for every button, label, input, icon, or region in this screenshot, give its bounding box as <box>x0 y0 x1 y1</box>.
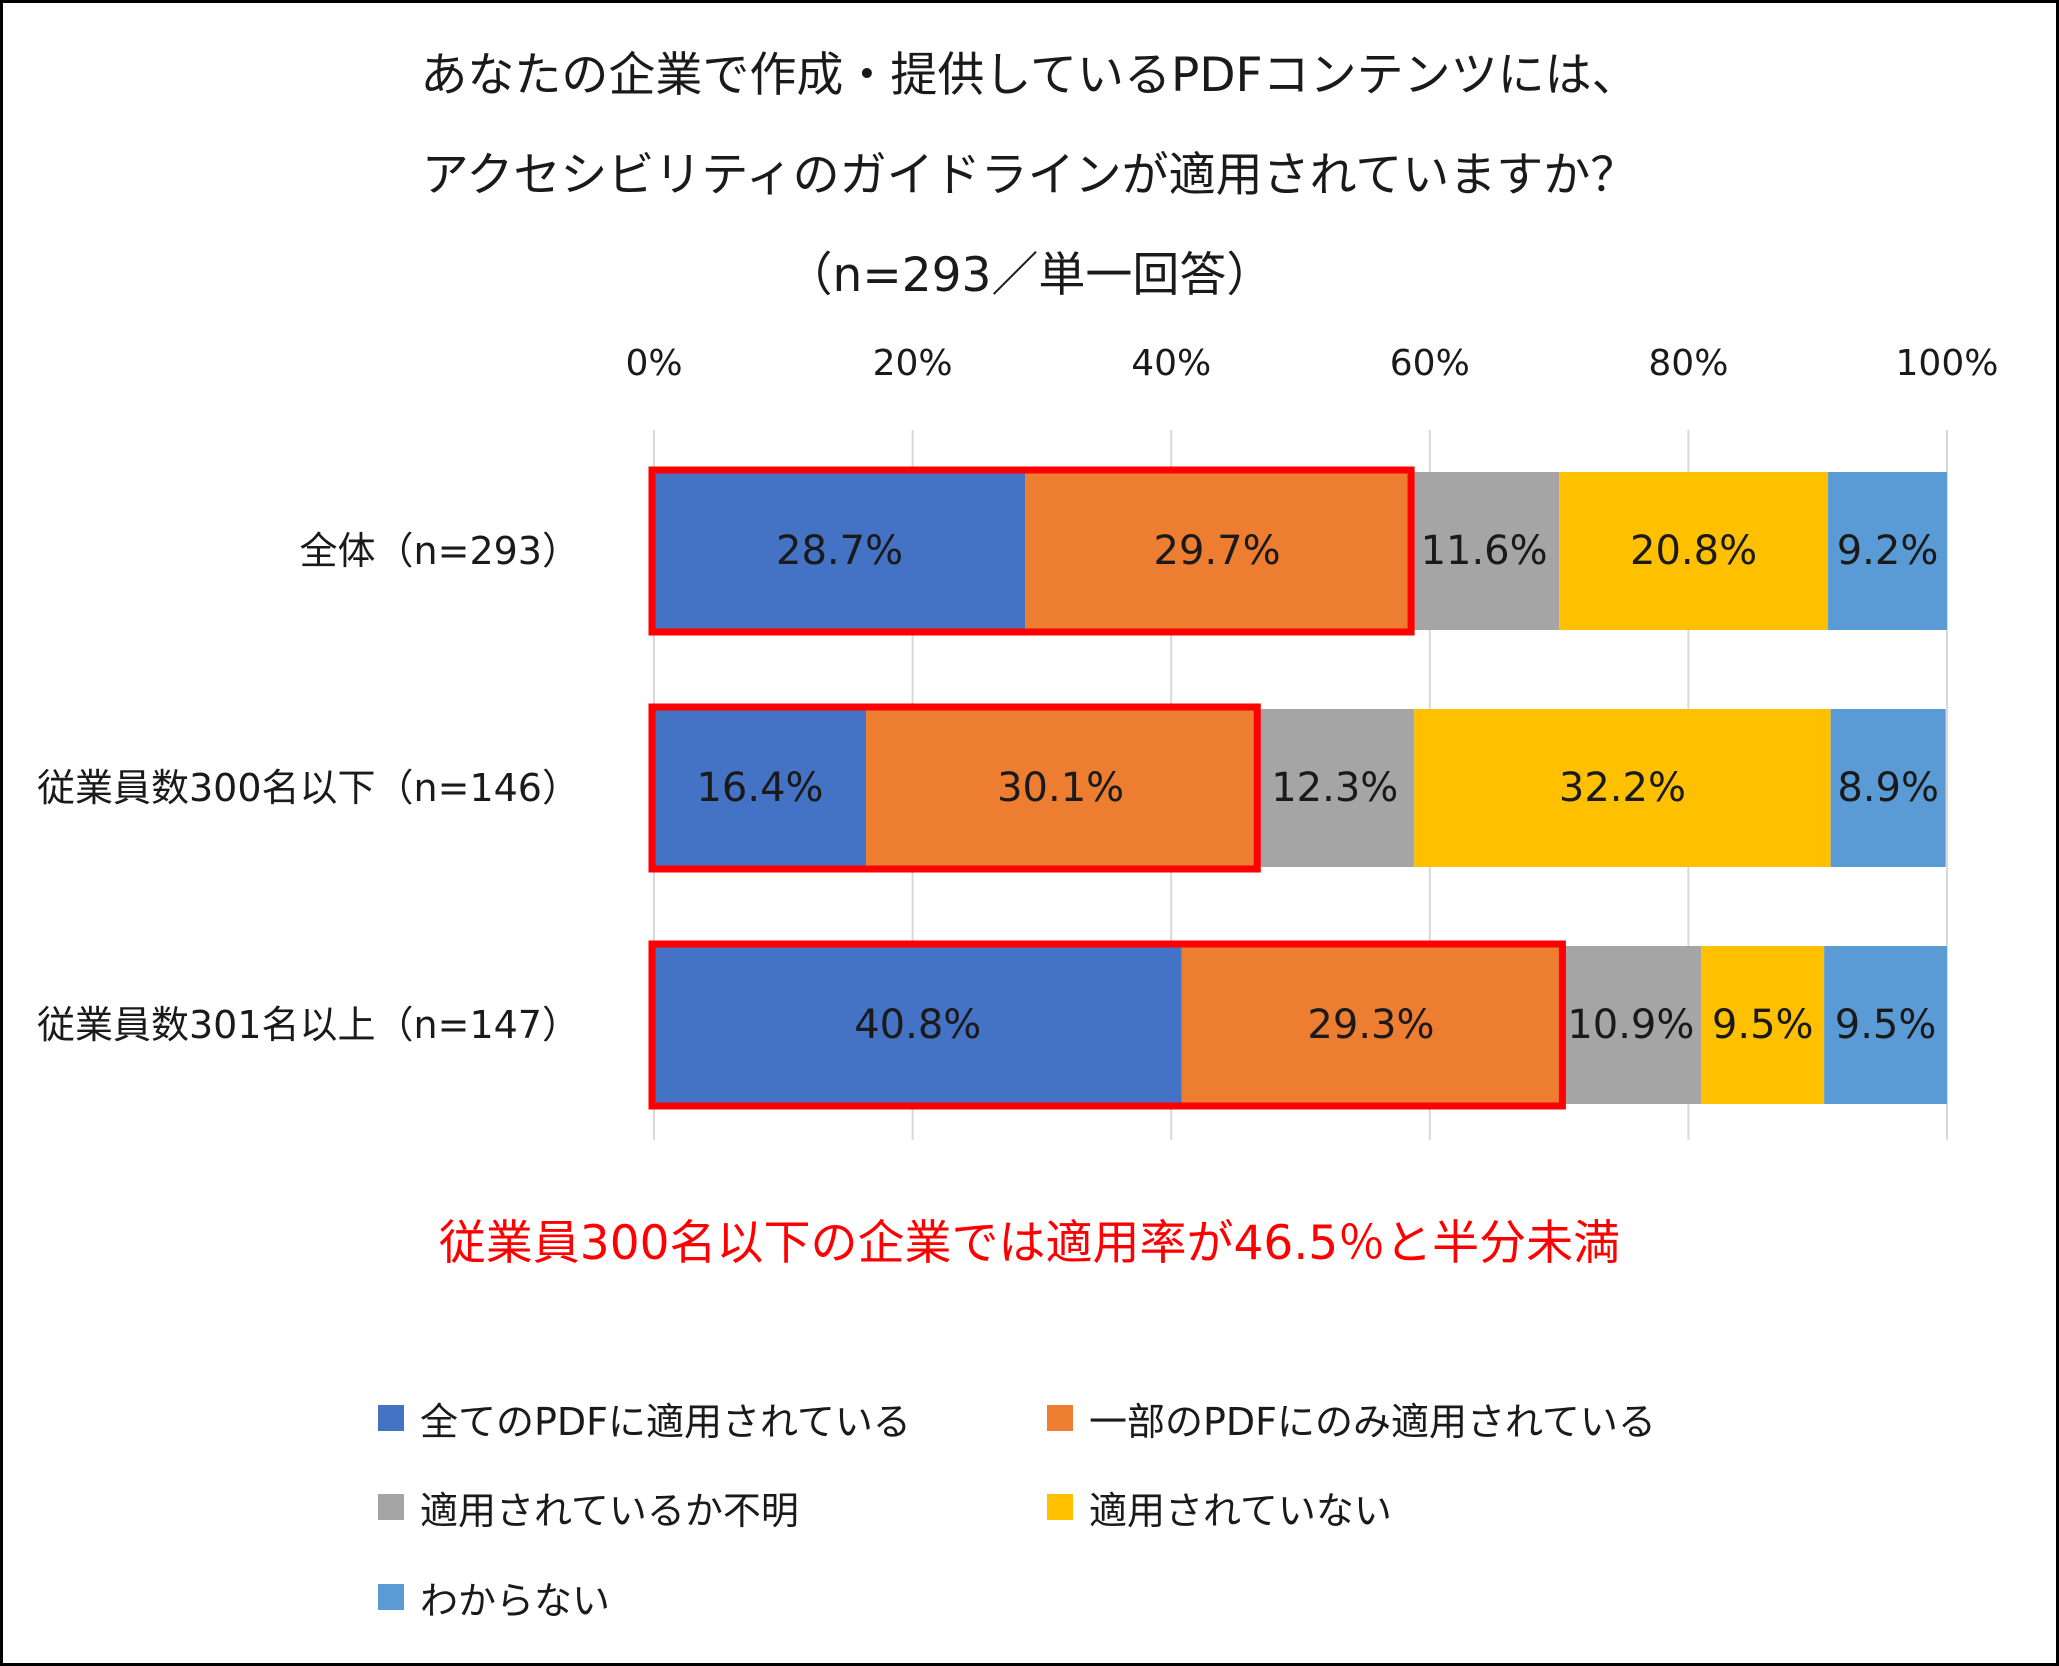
legend-item-all-applied: 全てのPDFに適用されている <box>378 1393 911 1444</box>
highlight-box <box>648 703 1261 873</box>
x-tick-label: 100% <box>1896 343 1999 384</box>
legend-item-dont-know: わからない <box>378 1572 611 1623</box>
bar-segment <box>1701 946 1825 1104</box>
data-label: 29.7% <box>1154 528 1281 574</box>
legend-swatch <box>1047 1494 1073 1520</box>
bar-segment <box>1560 946 1702 1104</box>
data-label: 40.8% <box>854 1002 981 1048</box>
legend-item-partially-applied: 一部のPDFにのみ適用されている <box>1047 1393 1656 1444</box>
legend-swatch <box>378 1494 404 1520</box>
data-label: 10.9% <box>1567 1002 1694 1048</box>
legend-item-not-applied: 適用されていない <box>1047 1482 1392 1533</box>
data-label: 32.2% <box>1559 765 1686 811</box>
legend-label: 適用されているか不明 <box>420 1488 799 1533</box>
bar-segment <box>1830 709 1946 867</box>
chart-annotation: 従業員300名以下の企業では適用率が46.5％と半分未満 <box>438 1216 1621 1271</box>
category-label: 従業員数301名以上（n=147） <box>37 1003 580 1047</box>
highlight-box <box>648 940 1566 1110</box>
legend-label: 適用されていない <box>1089 1488 1392 1533</box>
x-tick-label: 80% <box>1648 343 1728 384</box>
bar-segment <box>1824 946 1947 1104</box>
chart-title-line-1: あなたの企業で作成・提供しているPDFコンテンツには、 <box>420 48 1639 103</box>
data-label: 9.5% <box>1712 1002 1814 1048</box>
data-label: 9.5% <box>1835 1002 1937 1048</box>
chart-subtitle: （n=293／単一回答） <box>785 248 1274 303</box>
bar-segment <box>654 946 1182 1104</box>
bar-segment <box>1414 709 1831 867</box>
bar-segment <box>654 472 1026 630</box>
data-label: 28.7% <box>776 528 903 574</box>
bar-segment <box>1828 472 1947 630</box>
data-label: 9.2% <box>1837 528 1939 574</box>
bar-segment <box>1409 472 1560 630</box>
x-tick-label: 20% <box>873 343 953 384</box>
bar-segment <box>654 709 867 867</box>
data-label: 30.1% <box>997 765 1124 811</box>
highlight-box <box>648 466 1415 636</box>
bar-segment <box>866 709 1256 867</box>
legend-label: わからない <box>420 1578 611 1623</box>
category-label: 従業員数300名以下（n=146） <box>37 766 580 810</box>
legend-label: 一部のPDFにのみ適用されている <box>1089 1399 1656 1444</box>
category-label: 全体（n=293） <box>300 529 580 573</box>
bar-segment <box>1255 709 1415 867</box>
data-label: 29.3% <box>1307 1002 1434 1048</box>
x-tick-label: 60% <box>1390 343 1470 384</box>
bar-segment <box>1559 472 1829 630</box>
data-label: 8.9% <box>1837 765 1939 811</box>
x-tick-label: 0% <box>625 343 682 384</box>
bar-segment <box>1181 946 1561 1104</box>
legend-swatch <box>1047 1405 1073 1431</box>
x-tick-label: 40% <box>1131 343 1211 384</box>
bar-segment <box>1025 472 1410 630</box>
legend-label: 全てのPDFに適用されている <box>420 1399 911 1444</box>
chart-title-line-2: アクセシビリティのガイドラインが適用されていますか？ <box>421 148 1638 203</box>
data-label: 16.4% <box>696 765 823 811</box>
data-label: 11.6% <box>1421 528 1548 574</box>
data-label: 20.8% <box>1630 528 1757 574</box>
legend-item-unknown-if-applied: 適用されているか不明 <box>378 1482 799 1533</box>
legend-swatch <box>378 1405 404 1431</box>
legend-swatch <box>378 1584 404 1610</box>
data-label: 12.3% <box>1271 765 1398 811</box>
